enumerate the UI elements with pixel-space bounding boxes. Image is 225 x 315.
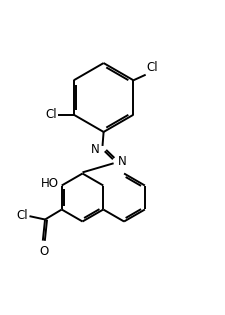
- Text: N: N: [91, 143, 99, 156]
- Text: Cl: Cl: [45, 108, 57, 121]
- Text: HO: HO: [40, 177, 58, 190]
- Text: Cl: Cl: [17, 209, 28, 222]
- Text: O: O: [39, 245, 49, 258]
- Text: N: N: [118, 155, 127, 169]
- Text: Cl: Cl: [147, 60, 158, 74]
